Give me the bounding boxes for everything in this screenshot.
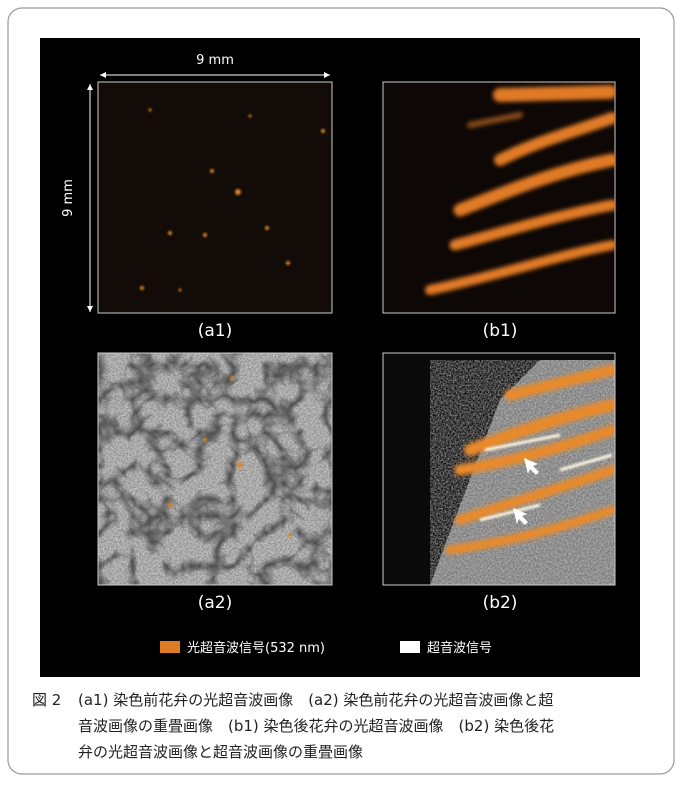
- image-b1: [383, 82, 615, 313]
- figure-box: 9 mm 9 mm (a1) (b1) (a2) (b2) 光超音波信号(532…: [0, 0, 682, 782]
- scale-y-label: 9 mm: [61, 179, 76, 217]
- scale-x-label: 9 mm: [196, 53, 234, 68]
- page: 9 mm 9 mm (a1) (b1) (a2) (b2) 光超音波信号(532…: [0, 0, 682, 782]
- legend-swatch: [160, 641, 180, 653]
- image-a2: [98, 353, 332, 585]
- image-b2: [383, 353, 615, 585]
- caption-line: (a1) 染色前花弁の光超音波画像 (a2) 染色前花弁の光超音波画像と超: [78, 691, 553, 709]
- panel-label: (b2): [483, 593, 518, 613]
- panel-label: (a2): [198, 593, 233, 613]
- panel-label: (a1): [198, 321, 233, 341]
- image-a1: [98, 82, 332, 313]
- legend-label: 超音波信号: [427, 640, 492, 656]
- caption-number: 図 2: [32, 691, 61, 709]
- caption-line: 弁の光超音波画像と超音波画像の重畳画像: [78, 743, 363, 761]
- legend-label: 光超音波信号(532 nm): [187, 640, 325, 656]
- caption-line: 音波画像の重畳画像 (b1) 染色後花弁の光超音波画像 (b2) 染色後花: [78, 717, 554, 735]
- legend-swatch: [400, 641, 420, 653]
- panel-label: (b1): [483, 321, 518, 341]
